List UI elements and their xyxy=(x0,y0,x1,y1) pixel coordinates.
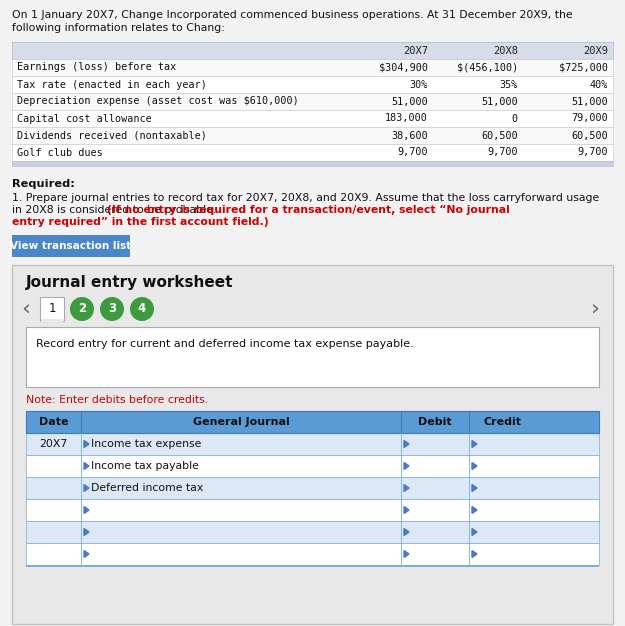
Text: Depreciation expense (asset cost was $610,000): Depreciation expense (asset cost was $61… xyxy=(17,96,299,106)
Text: General Journal: General Journal xyxy=(192,417,289,427)
Text: Tax rate (enacted in each year): Tax rate (enacted in each year) xyxy=(17,80,207,90)
Ellipse shape xyxy=(100,297,124,321)
Bar xyxy=(12,161,613,166)
Bar xyxy=(12,93,613,110)
Text: Note: Enter debits before credits.: Note: Enter debits before credits. xyxy=(26,395,208,405)
Text: Income tax expense: Income tax expense xyxy=(91,439,201,449)
Text: 35%: 35% xyxy=(499,80,518,90)
Text: Journal entry worksheet: Journal entry worksheet xyxy=(26,275,234,290)
Text: 1. Prepare journal entries to record tax for 20X7, 20X8, and 20X9. Assume that t: 1. Prepare journal entries to record tax… xyxy=(12,193,599,203)
Polygon shape xyxy=(472,463,477,470)
Polygon shape xyxy=(472,528,477,535)
Text: 2: 2 xyxy=(78,302,86,316)
Polygon shape xyxy=(404,441,409,448)
Text: 20X7: 20X7 xyxy=(403,46,428,56)
Text: 51,000: 51,000 xyxy=(571,96,608,106)
Bar xyxy=(26,543,599,565)
Polygon shape xyxy=(404,463,409,470)
Polygon shape xyxy=(84,550,89,558)
Text: Deferred income tax: Deferred income tax xyxy=(91,483,203,493)
Polygon shape xyxy=(84,506,89,513)
Polygon shape xyxy=(84,463,89,470)
Text: ›: › xyxy=(591,298,599,318)
Text: Earnings (loss) before tax: Earnings (loss) before tax xyxy=(17,63,176,73)
Bar xyxy=(26,499,599,521)
Text: 51,000: 51,000 xyxy=(391,96,428,106)
Text: entry required” in the first account field.): entry required” in the first account fie… xyxy=(12,217,269,227)
Text: 0: 0 xyxy=(512,113,518,123)
Bar xyxy=(26,433,599,455)
Text: 9,700: 9,700 xyxy=(488,148,518,158)
Text: in 20X8 is considered to be probable.: in 20X8 is considered to be probable. xyxy=(12,205,220,215)
Text: 79,000: 79,000 xyxy=(571,113,608,123)
Text: Required:: Required: xyxy=(12,179,75,189)
Polygon shape xyxy=(472,506,477,513)
Text: 20X7: 20X7 xyxy=(39,439,68,449)
Ellipse shape xyxy=(70,297,94,321)
Bar xyxy=(12,59,613,76)
Bar xyxy=(12,76,613,93)
Text: 30%: 30% xyxy=(409,80,428,90)
Text: 51,000: 51,000 xyxy=(481,96,518,106)
Text: 9,700: 9,700 xyxy=(398,148,428,158)
Text: Income tax payable: Income tax payable xyxy=(91,461,199,471)
Text: On 1 January 20X7, Change Incorporated commenced business operations. At 31 Dece: On 1 January 20X7, Change Incorporated c… xyxy=(12,10,572,20)
Text: 9,700: 9,700 xyxy=(578,148,608,158)
Bar xyxy=(26,411,599,433)
Bar xyxy=(12,110,613,127)
Polygon shape xyxy=(404,528,409,535)
Text: View transaction list: View transaction list xyxy=(11,241,132,251)
Text: Capital cost allowance: Capital cost allowance xyxy=(17,113,152,123)
Polygon shape xyxy=(84,441,89,448)
Bar xyxy=(12,127,613,144)
Bar xyxy=(12,235,130,257)
Text: Golf club dues: Golf club dues xyxy=(17,148,102,158)
Text: $(456,100): $(456,100) xyxy=(457,63,518,73)
Polygon shape xyxy=(472,550,477,558)
Text: 60,500: 60,500 xyxy=(571,130,608,140)
Text: 183,000: 183,000 xyxy=(385,113,428,123)
Text: 1: 1 xyxy=(48,302,56,316)
Polygon shape xyxy=(404,485,409,491)
Bar xyxy=(26,455,599,477)
Text: 3: 3 xyxy=(108,302,116,316)
Text: 20X9: 20X9 xyxy=(583,46,608,56)
Polygon shape xyxy=(84,528,89,535)
Polygon shape xyxy=(84,485,89,491)
Bar xyxy=(41,319,63,322)
Ellipse shape xyxy=(130,297,154,321)
Text: Debit: Debit xyxy=(418,417,452,427)
Text: following information relates to Chang:: following information relates to Chang: xyxy=(12,23,225,33)
Bar xyxy=(12,265,613,624)
Bar xyxy=(26,565,599,567)
Text: 38,600: 38,600 xyxy=(391,130,428,140)
Bar xyxy=(26,477,599,499)
Text: ‹: ‹ xyxy=(21,298,31,318)
Bar xyxy=(26,327,599,387)
Bar xyxy=(40,297,64,321)
Text: 60,500: 60,500 xyxy=(481,130,518,140)
Text: 20X8: 20X8 xyxy=(493,46,518,56)
Text: Dividends received (nontaxable): Dividends received (nontaxable) xyxy=(17,130,207,140)
Bar xyxy=(12,42,613,59)
Text: Date: Date xyxy=(39,417,68,427)
Bar xyxy=(26,521,599,543)
Polygon shape xyxy=(472,485,477,491)
Text: Record entry for current and deferred income tax expense payable.: Record entry for current and deferred in… xyxy=(36,339,414,349)
Text: (If no entry is required for a transaction/event, select “No journal: (If no entry is required for a transacti… xyxy=(107,205,510,215)
Polygon shape xyxy=(404,506,409,513)
Text: $725,000: $725,000 xyxy=(559,63,608,73)
Text: $304,900: $304,900 xyxy=(379,63,428,73)
Bar xyxy=(12,144,613,161)
Polygon shape xyxy=(404,550,409,558)
Polygon shape xyxy=(472,441,477,448)
Text: 4: 4 xyxy=(138,302,146,316)
Text: Credit: Credit xyxy=(484,417,522,427)
Text: 40%: 40% xyxy=(589,80,608,90)
